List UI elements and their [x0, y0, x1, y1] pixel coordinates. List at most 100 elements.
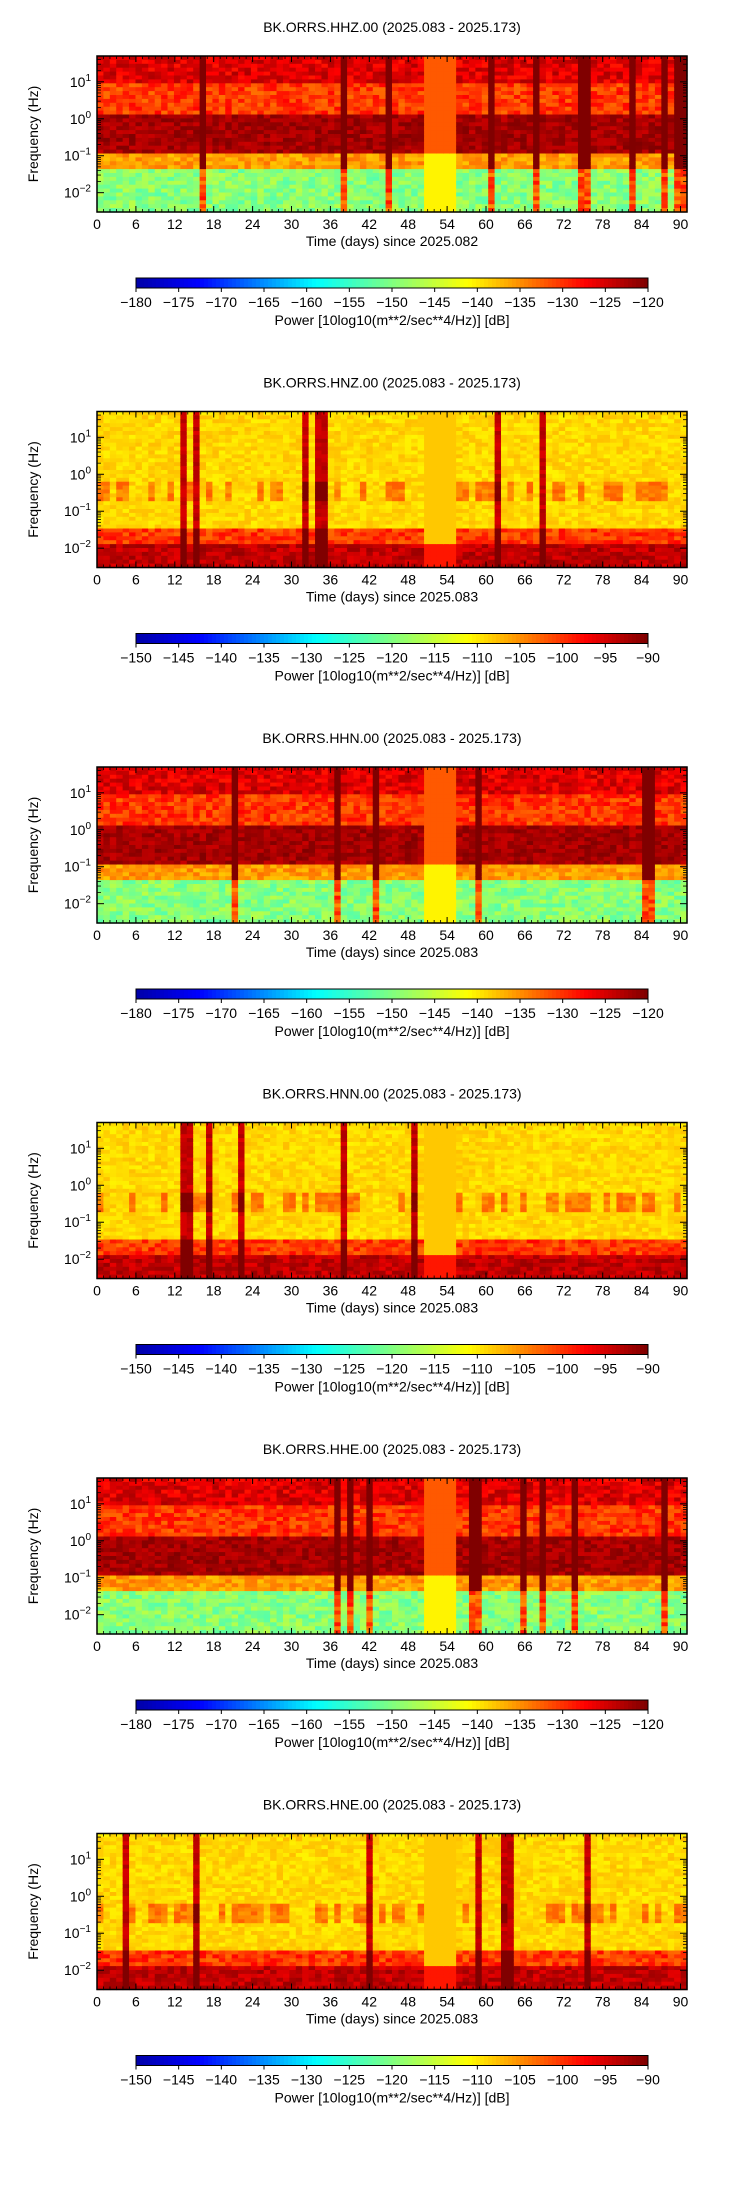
heatmap-cell — [141, 427, 149, 432]
heatmap-cell — [218, 528, 226, 533]
heatmap-cell — [129, 79, 137, 84]
heatmap-cell — [270, 71, 278, 77]
heatmap-cell — [116, 157, 124, 162]
heatmap-cell — [667, 141, 675, 147]
heatmap-cell — [661, 67, 669, 73]
heatmap-cell — [167, 122, 175, 127]
heatmap-cell — [295, 67, 303, 73]
heatmap-cell — [257, 79, 265, 84]
heatmap-cell — [430, 161, 438, 166]
heatmap-cell — [526, 208, 534, 213]
heatmap-cell — [218, 532, 226, 537]
heatmap-cell — [398, 130, 406, 135]
colorbar-segment — [568, 278, 573, 288]
heatmap-cell — [122, 544, 130, 549]
heatmap-cell — [667, 173, 675, 178]
heatmap-cell — [180, 524, 188, 530]
heatmap-cell — [545, 130, 553, 135]
heatmap-cell — [430, 153, 438, 158]
y-tick-label: 101 — [70, 73, 92, 90]
heatmap-cell — [526, 67, 534, 73]
heatmap-cell — [513, 188, 521, 194]
heatmap-cell — [501, 134, 509, 139]
heatmap-cell — [597, 122, 605, 127]
heatmap-cell — [225, 509, 233, 514]
heatmap-cell — [116, 56, 124, 61]
heatmap-cell — [263, 176, 271, 182]
heatmap-cell — [295, 180, 303, 186]
heatmap-cell — [321, 196, 329, 201]
heatmap-cell — [404, 145, 412, 151]
heatmap-cell — [667, 153, 675, 158]
heatmap-cell — [167, 106, 175, 112]
heatmap-cell — [244, 141, 252, 147]
heatmap-cell — [282, 56, 290, 61]
heatmap-cell — [109, 114, 117, 119]
heatmap-cell — [622, 153, 630, 158]
heatmap-cell — [199, 122, 207, 127]
heatmap-cell — [501, 176, 509, 182]
heatmap-cell — [520, 173, 528, 178]
colorbar-segment — [368, 278, 373, 288]
heatmap-cell — [526, 56, 534, 61]
heatmap-cell — [411, 91, 419, 96]
colorbar-segment — [636, 278, 641, 288]
heatmap-cell — [571, 153, 579, 158]
heatmap-cell — [276, 75, 284, 80]
heatmap-cell — [488, 192, 496, 197]
heatmap-cell — [129, 559, 137, 565]
heatmap-cell — [449, 122, 457, 127]
heatmap-cell — [584, 157, 592, 162]
heatmap-cell — [276, 91, 284, 96]
heatmap-cell — [327, 149, 335, 155]
heatmap-cell — [513, 134, 521, 139]
heatmap-cell — [276, 173, 284, 178]
heatmap-cell — [122, 130, 130, 135]
heatmap-cell — [173, 454, 181, 459]
heatmap-cell — [417, 98, 425, 104]
heatmap-cell — [186, 134, 194, 139]
heatmap-cell — [109, 454, 117, 459]
heatmap-cell — [186, 450, 194, 455]
heatmap-cell — [321, 137, 329, 143]
heatmap-cell — [411, 157, 419, 162]
heatmap-cell — [327, 67, 335, 73]
colorbar-segment — [416, 278, 421, 288]
heatmap-cell — [103, 548, 111, 553]
heatmap-cell — [475, 196, 483, 201]
heatmap-cell — [584, 169, 592, 174]
colorbar-segment — [408, 278, 413, 288]
heatmap-cell — [218, 98, 226, 104]
heatmap-cell — [411, 141, 419, 147]
heatmap-cell — [372, 208, 380, 213]
heatmap-cell — [468, 118, 476, 123]
heatmap-cell — [129, 188, 137, 194]
heatmap-cell — [193, 481, 201, 487]
plot-frame — [96, 55, 688, 213]
heatmap-cell — [129, 470, 137, 475]
heatmap-cell — [616, 56, 624, 61]
heatmap-cell — [129, 454, 137, 459]
heatmap-cell — [161, 71, 169, 77]
heatmap-cell — [199, 176, 207, 182]
heatmap-cell — [392, 188, 400, 194]
heatmap-cell — [674, 75, 682, 80]
heatmap-cell — [167, 71, 175, 77]
heatmap-cell — [97, 130, 105, 135]
heatmap-cell — [154, 196, 162, 201]
heatmap-cell — [122, 184, 130, 190]
heatmap-cell — [263, 161, 271, 166]
heatmap-cell — [507, 56, 515, 61]
heatmap-cell — [565, 91, 573, 96]
heatmap-cell — [584, 153, 592, 158]
heatmap-cell — [372, 83, 380, 88]
heatmap-cell — [206, 555, 214, 561]
heatmap-cell — [411, 114, 419, 119]
heatmap-cell — [481, 134, 489, 139]
heatmap-cell — [481, 75, 489, 80]
heatmap-cell — [238, 141, 246, 147]
heatmap-cell — [334, 161, 342, 166]
heatmap-cell — [116, 118, 124, 123]
heatmap-cell — [250, 173, 258, 178]
heatmap-cell — [135, 450, 143, 455]
